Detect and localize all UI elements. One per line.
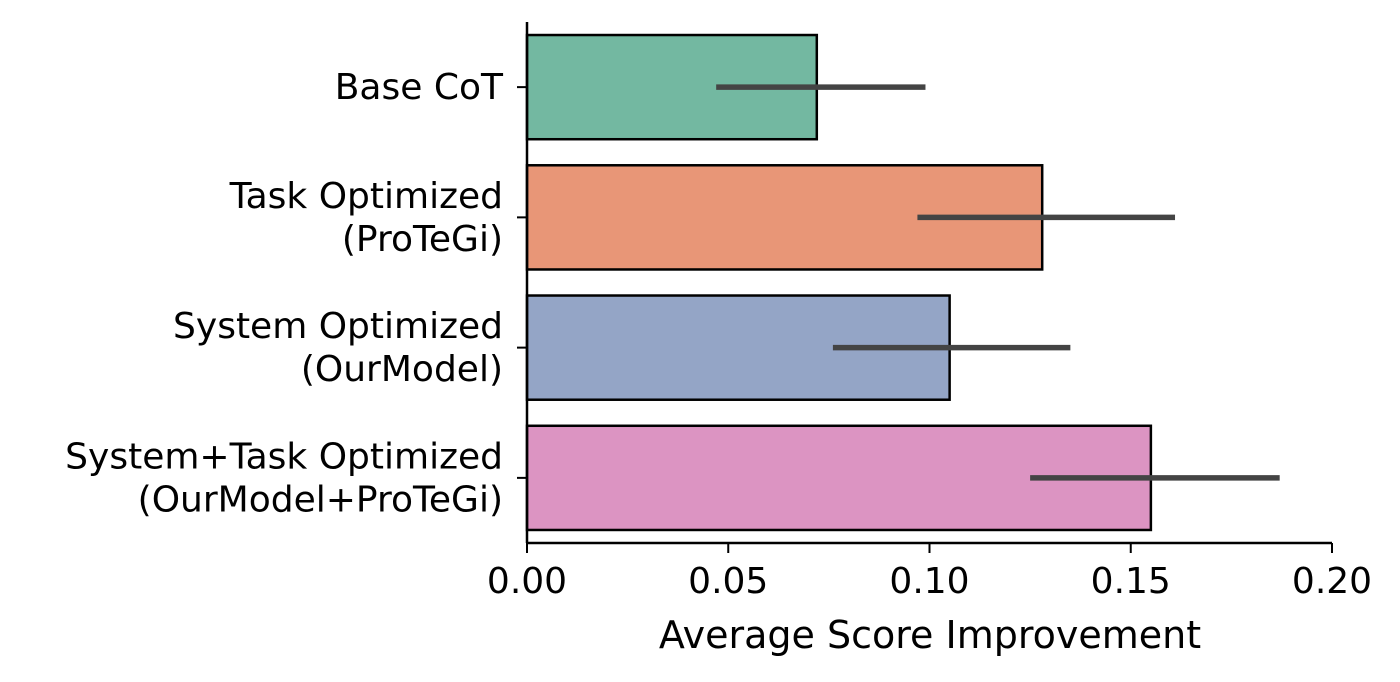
error-bars-group [716,84,1280,481]
category-label-2: System Optimized (OurModel) [173,306,503,390]
x-tick-label-0: 0.00 [487,561,567,602]
category-label-line: (OurModel+ProTeGi) [138,479,503,520]
x-tick-label-1: 0.05 [688,561,768,602]
category-label-line: (OurModel) [301,349,503,390]
x-axis-title: Average Score Improvement [659,613,1201,657]
category-label-0: Base CoT [335,67,504,108]
category-label-line: (ProTeGi) [342,219,503,260]
axes-group [517,22,1333,553]
x-tick-label-4: 0.20 [1292,561,1372,602]
x-tick-label-2: 0.10 [889,561,969,602]
category-labels-group: Base CoT Task Optimized (ProTeGi) System Op… [65,67,504,520]
category-label-3: System+Task Optimized (OurModel+ProTeGi) [65,436,503,520]
category-label-line: System Optimized [173,306,503,347]
category-label-line: Task Optimized [229,176,503,217]
x-tick-labels-group: 0.00 0.05 0.10 0.15 0.20 [487,561,1372,602]
bars-group [525,33,1153,532]
category-label-line: Base CoT [335,67,504,108]
x-tick-label-3: 0.15 [1091,561,1171,602]
category-label-1: Task Optimized (ProTeGi) [229,176,503,260]
category-label-line: System+Task Optimized [65,436,503,477]
